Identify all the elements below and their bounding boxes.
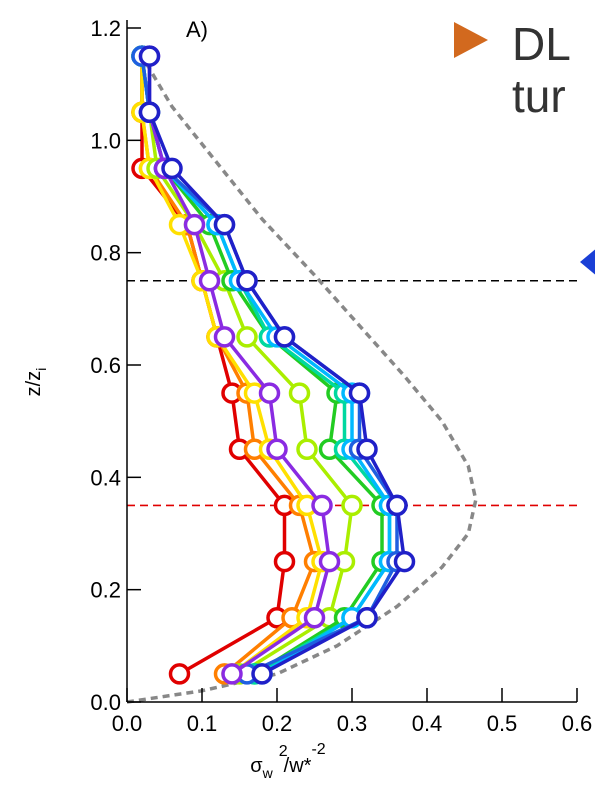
series-9-point-1 xyxy=(356,607,378,629)
y-tick-label-2: 0.4 xyxy=(90,465,121,490)
pointer-arrow-icon xyxy=(580,249,595,275)
series-0-point-0 xyxy=(168,663,191,685)
series-3-point-5 xyxy=(288,382,311,404)
series-6 xyxy=(131,45,401,685)
y-tick-label-0: 0.0 xyxy=(90,690,121,715)
series-4 xyxy=(131,45,393,685)
x-axis-label-w-subscript: w xyxy=(262,765,274,781)
y-tick-label-5: 1.0 xyxy=(90,128,121,153)
series-8-point-4 xyxy=(266,438,288,460)
series-line-6 xyxy=(140,55,392,676)
x-axis-label: σw2/w*-2 xyxy=(250,741,326,781)
series-8-point-0 xyxy=(221,663,243,685)
x-tick-label-4: 0.4 xyxy=(412,711,443,736)
y-tick-label-4: 0.8 xyxy=(90,241,121,266)
series-9-point-2 xyxy=(393,550,416,573)
series-line-7 xyxy=(140,55,399,676)
x-tick-label-6: 0.6 xyxy=(562,711,593,736)
series-5 xyxy=(131,45,401,685)
series-line-9 xyxy=(147,56,407,676)
series-9-point-11 xyxy=(138,45,161,67)
series-9-point-10 xyxy=(138,101,161,123)
axis-labels: A) z/zi σw2/w*-2 xyxy=(23,17,326,781)
series-0-point-2 xyxy=(273,550,296,573)
x-tick-label-5: 0.5 xyxy=(487,711,518,736)
series-9-point-5 xyxy=(348,382,371,404)
series-8-point-1 xyxy=(303,607,326,629)
series-9-point-0 xyxy=(251,663,273,685)
series-3-point-3 xyxy=(341,494,363,517)
series-9-point-9 xyxy=(161,157,183,180)
series-8-point-7 xyxy=(198,270,221,292)
y-tick-label-6: 1.2 xyxy=(90,16,121,41)
x-axis-label-sigma: σ xyxy=(250,755,263,777)
axes: 0.0 0.1 0.2 0.3 0.4 0.5 0.6 0.0 0.2 0.4 0.6 0.8 1.0 1… xyxy=(90,16,592,736)
slide-heading-line1: DL xyxy=(512,18,571,70)
series-9-point-4 xyxy=(356,438,378,460)
y-tick-label-3: 0.6 xyxy=(90,353,121,378)
x-tick-label-0: 0.0 xyxy=(112,711,143,736)
y-tick-label-1: 0.2 xyxy=(90,578,121,603)
panel-label: A) xyxy=(186,17,208,42)
series-8-point-6 xyxy=(213,326,236,348)
reference-curve xyxy=(126,55,478,704)
x-axis-label-div: /w xyxy=(284,755,305,777)
plot-area xyxy=(126,45,577,704)
series-8-point-5 xyxy=(258,382,281,404)
series-line-5 xyxy=(140,55,392,676)
slide-background-layer: DL tur xyxy=(454,18,595,275)
series-line-4 xyxy=(140,55,384,676)
x-axis-label-star: * xyxy=(304,755,312,777)
series-9-point-8 xyxy=(213,213,236,236)
x-tick-label-3: 0.3 xyxy=(337,711,368,736)
series-8-point-8 xyxy=(183,213,206,236)
slide-heading-line2: tur xyxy=(512,70,566,122)
series-9 xyxy=(138,45,416,685)
x-tick-label-2: 0.2 xyxy=(262,711,293,736)
series-9-point-6 xyxy=(273,326,296,348)
series-9-point-7 xyxy=(236,270,258,292)
series-3-point-6 xyxy=(236,326,258,348)
series-8-point-3 xyxy=(311,494,333,517)
series-8-point-2 xyxy=(318,550,341,573)
y-axis-label-main: z/z xyxy=(23,371,45,397)
x-tick-label-1: 0.1 xyxy=(187,711,218,736)
series-line-1 xyxy=(140,56,317,676)
bullet-arrow-icon xyxy=(454,22,488,58)
y-axis-label-subscript: i xyxy=(33,368,49,371)
x-axis-label-sup-minus2: -2 xyxy=(311,741,325,758)
y-axis-label: z/zi xyxy=(23,368,49,397)
x-axis-label-sup2: 2 xyxy=(279,743,288,760)
series-9-point-3 xyxy=(386,494,408,517)
series-3-point-4 xyxy=(296,438,318,460)
